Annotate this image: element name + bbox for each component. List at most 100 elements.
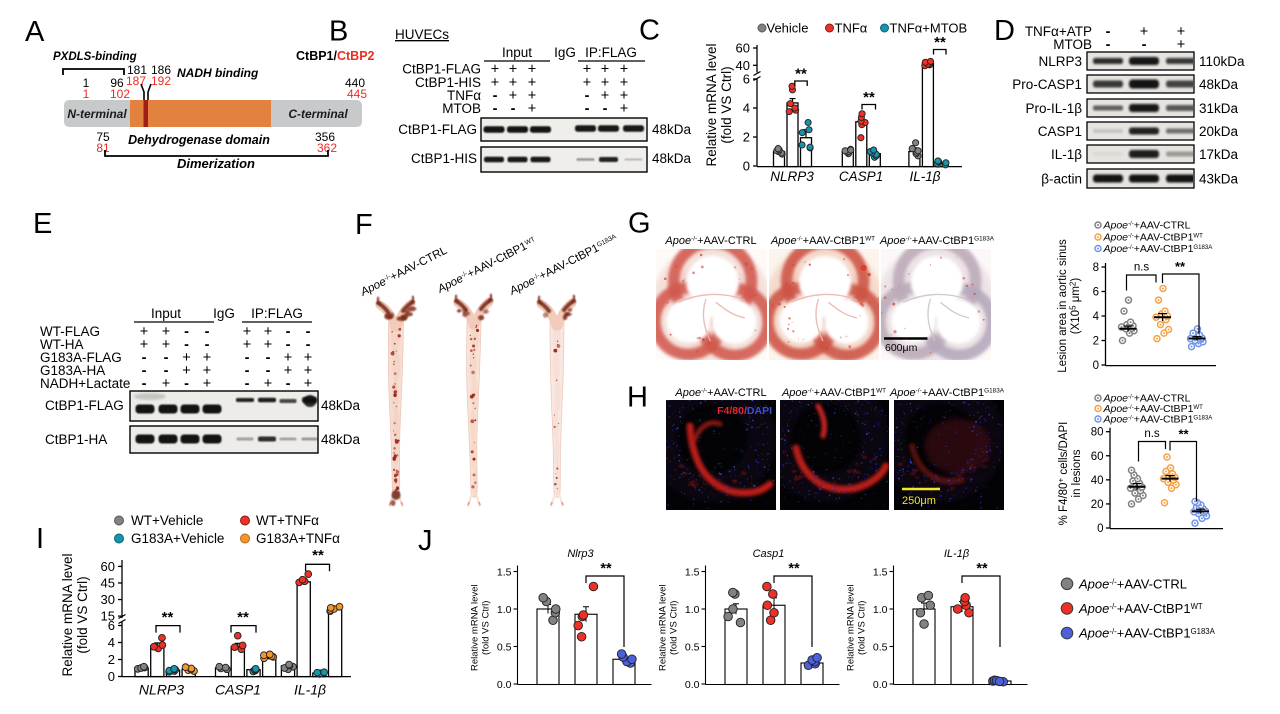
svg-text:192: 192 <box>151 74 171 88</box>
svg-text:CASP1: CASP1 <box>839 169 883 184</box>
svg-text:**: ** <box>788 561 800 577</box>
svg-text:CtBP1/CtBP2: CtBP1/CtBP2 <box>296 49 375 63</box>
svg-text:20kDa: 20kDa <box>1199 124 1239 139</box>
svg-text:+: + <box>162 337 170 353</box>
svg-text:Relative mRNA level: Relative mRNA level <box>470 584 481 671</box>
svg-text:4: 4 <box>1093 311 1100 323</box>
svg-text:0.5: 0.5 <box>873 641 888 653</box>
svg-text:4: 4 <box>108 635 115 650</box>
svg-text:F4/80/DAPI: F4/80/DAPI <box>717 405 772 417</box>
svg-text:96: 96 <box>110 76 124 90</box>
svg-text:NADH+Lactate: NADH+Lactate <box>40 376 130 391</box>
svg-text:IP:FLAG: IP:FLAG <box>251 306 303 321</box>
svg-text:Apoe-/-+AAV-CtBP1WT: Apoe-/-+AAV-CtBP1WT <box>1078 601 1203 616</box>
svg-text:Apoe-/-+AAV-CtBP1WT: Apoe-/-+AAV-CtBP1WT <box>770 235 875 247</box>
svg-text:-: - <box>266 363 271 379</box>
svg-text:CtBP1-FLAG: CtBP1-FLAG <box>45 398 124 413</box>
svg-text:Apoe-/-+AAV-CtBP1G183A: Apoe-/-+AAV-CtBP1G183A <box>879 235 995 247</box>
svg-text:-: - <box>184 376 189 392</box>
svg-text:0.0: 0.0 <box>685 679 700 691</box>
svg-text:+: + <box>620 101 628 117</box>
svg-text:-: - <box>286 337 291 353</box>
svg-text:-: - <box>1106 37 1111 53</box>
svg-text:IP:FLAG: IP:FLAG <box>585 45 637 60</box>
svg-text:Lesion area in aortic sinus: Lesion area in aortic sinus <box>1057 239 1069 373</box>
svg-text:-: - <box>493 101 498 117</box>
svg-text:1.5: 1.5 <box>497 566 512 578</box>
svg-text:MTOB: MTOB <box>442 101 481 116</box>
svg-text:IgG: IgG <box>213 306 235 321</box>
svg-text:1.5: 1.5 <box>685 566 700 578</box>
svg-text:Apoe-/-+AAV-CtBP1G183A: Apoe-/-+AAV-CtBP1G183A <box>1078 626 1216 641</box>
svg-text:30: 30 <box>101 592 115 607</box>
svg-text:TNFα+MTOB: TNFα+MTOB <box>890 20 968 35</box>
svg-text:6: 6 <box>108 618 115 633</box>
svg-text:362: 362 <box>317 141 337 155</box>
svg-text:+: + <box>583 75 591 91</box>
svg-text:Apoe-/-+AAV-CTRL: Apoe-/-+AAV-CTRL <box>1078 576 1187 591</box>
svg-text:+: + <box>264 324 272 340</box>
svg-text:**: ** <box>600 561 612 577</box>
svg-text:17kDa: 17kDa <box>1199 147 1239 162</box>
svg-text:+: + <box>528 101 536 117</box>
svg-text:-: - <box>142 350 147 366</box>
svg-text:-: - <box>286 324 291 340</box>
svg-text:Apoe-/-+AAV-CTRL: Apoe-/-+AAV-CTRL <box>674 387 766 399</box>
svg-text:G: G <box>628 208 651 240</box>
svg-text:-: - <box>205 337 210 353</box>
svg-text:250μm: 250μm <box>902 495 936 507</box>
svg-text:-: - <box>306 324 311 340</box>
svg-text:102: 102 <box>110 87 130 101</box>
svg-text:MTOB: MTOB <box>1053 37 1092 52</box>
svg-text:**: ** <box>934 34 946 51</box>
svg-text:+: + <box>620 75 628 91</box>
svg-text:(fold VS Ctrl): (fold VS Ctrl) <box>669 601 680 655</box>
svg-text:+: + <box>1140 24 1148 40</box>
svg-text:**: ** <box>863 89 875 106</box>
svg-text:HUVECs: HUVECs <box>395 27 449 42</box>
svg-text:Vehicle: Vehicle <box>767 20 809 35</box>
svg-text:IgG: IgG <box>554 45 576 60</box>
svg-text:1: 1 <box>83 76 90 90</box>
svg-text:in lesions: in lesions <box>1071 449 1083 497</box>
svg-text:N-terminal: N-terminal <box>67 107 127 121</box>
svg-text:+: + <box>284 350 292 366</box>
svg-text:Input: Input <box>502 45 532 60</box>
svg-text:+: + <box>162 376 170 392</box>
svg-text:48kDa: 48kDa <box>321 398 361 413</box>
svg-text:WT+Vehicle: WT+Vehicle <box>131 513 203 528</box>
svg-text:-: - <box>142 363 147 379</box>
svg-text:2: 2 <box>108 652 115 667</box>
svg-text:CtBP1-FLAG: CtBP1-FLAG <box>402 62 481 77</box>
svg-text:Pro-CASP1: Pro-CASP1 <box>1012 77 1082 92</box>
svg-text:-: - <box>511 101 516 117</box>
svg-text:% F4/80+ cells/DAPI: % F4/80+ cells/DAPI <box>1057 422 1071 526</box>
svg-text:110kDa: 110kDa <box>1199 54 1245 69</box>
svg-text:NLRP3: NLRP3 <box>139 682 184 698</box>
svg-text:Casp1: Casp1 <box>753 548 785 560</box>
svg-text:45: 45 <box>101 575 115 590</box>
svg-text:TNFα+ATP: TNFα+ATP <box>1025 24 1092 39</box>
svg-text:6: 6 <box>1093 287 1099 299</box>
svg-text:NLRP3: NLRP3 <box>770 169 814 184</box>
svg-text:**: ** <box>1178 427 1189 442</box>
svg-text:IL-1β: IL-1β <box>1051 147 1082 162</box>
svg-text:1.0: 1.0 <box>685 604 700 616</box>
svg-text:81: 81 <box>96 141 110 155</box>
svg-text:31kDa: 31kDa <box>1199 101 1239 116</box>
svg-text:Nlrp3: Nlrp3 <box>567 548 594 560</box>
svg-text:-: - <box>245 350 250 366</box>
svg-text:-: - <box>603 101 608 117</box>
svg-text:NLRP3: NLRP3 <box>1038 54 1082 69</box>
svg-text:2: 2 <box>1093 336 1099 348</box>
svg-text:60: 60 <box>101 559 115 574</box>
svg-text:+: + <box>528 88 536 104</box>
svg-text:Apoe-/-+AAV-CtBP1WT: Apoe-/-+AAV-CtBP1WT <box>1103 403 1204 415</box>
svg-text:NADH binding: NADH binding <box>177 66 259 80</box>
svg-text:+: + <box>509 62 517 78</box>
svg-text:I: I <box>36 523 44 555</box>
svg-text:40: 40 <box>736 58 750 73</box>
svg-text:IL-1β: IL-1β <box>294 682 326 698</box>
svg-text:0: 0 <box>1093 360 1099 372</box>
svg-text:-: - <box>306 337 311 353</box>
